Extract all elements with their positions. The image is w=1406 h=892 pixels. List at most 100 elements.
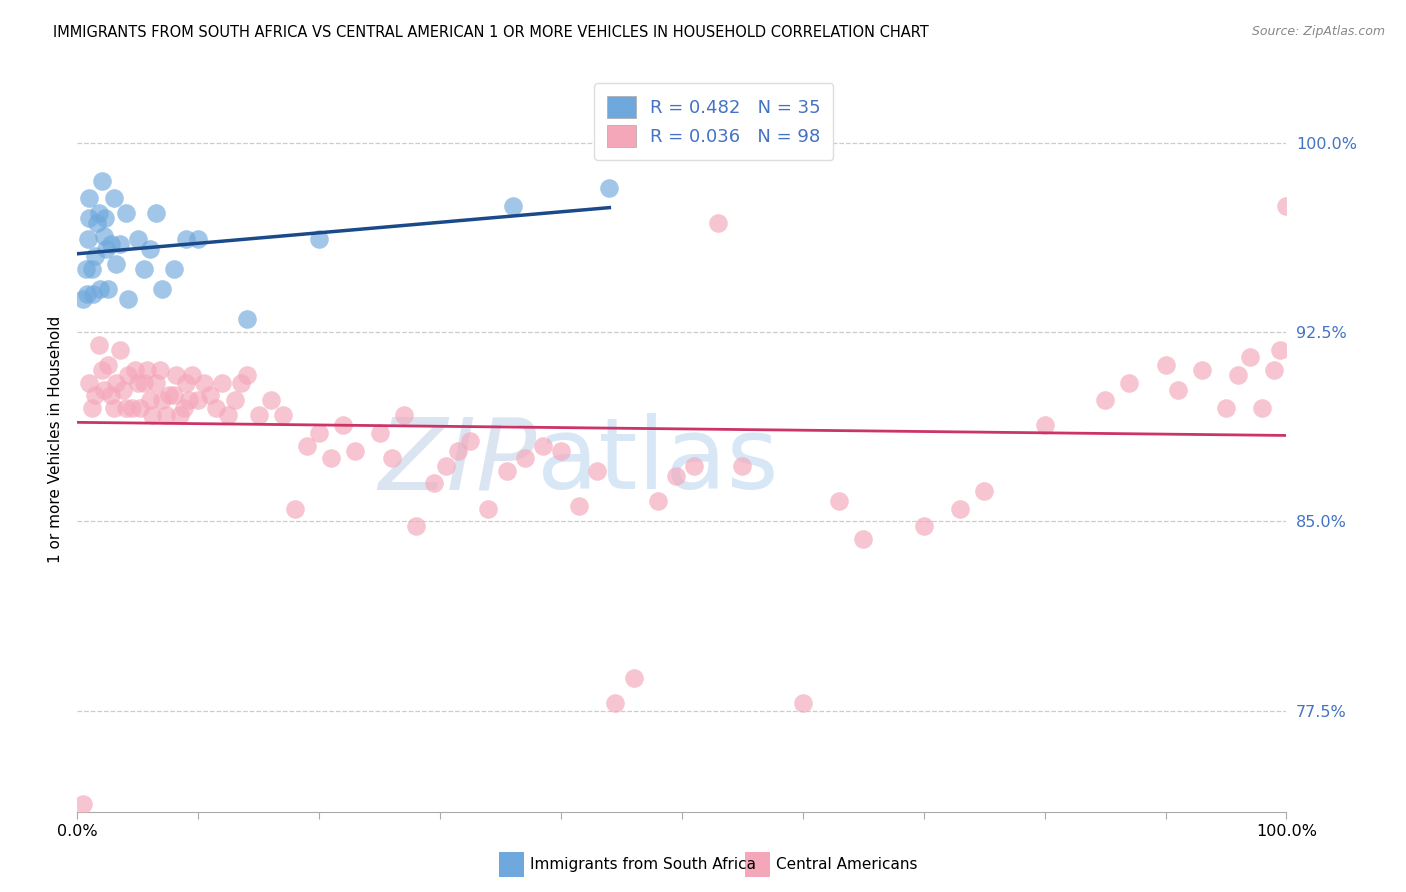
Point [218,409,240,423]
Point [308,425,330,440]
Point [405,519,427,533]
Point [623,671,645,685]
Point [1033,418,1056,433]
Point [155,409,177,423]
Text: IMMIGRANTS FROM SOUTH AFRICA VS CENTRAL AMERICAN 1 OR MORE VEHICLES IN HOUSEHOLD: IMMIGRANTS FROM SOUTH AFRICA VS CENTRAL … [53,25,929,40]
Point [434,458,457,473]
Point [80,401,103,415]
Point [84,249,107,263]
Point [174,376,197,390]
Point [150,393,173,408]
Point [828,494,851,508]
Point [260,393,283,408]
Point [87,337,110,351]
Point [166,368,188,382]
Point [458,434,481,448]
Point [148,363,170,377]
Point [86,216,108,230]
Point [132,376,155,390]
Point [127,231,149,245]
Point [647,494,669,508]
Point [1154,358,1177,372]
Point [1215,401,1237,415]
Point [90,173,112,187]
Point [295,439,318,453]
Point [605,696,627,710]
Point [949,501,972,516]
Text: ZIP: ZIP [378,413,537,510]
Point [187,231,209,245]
Point [139,393,162,408]
Point [423,476,446,491]
Point [731,458,754,473]
Point [136,363,159,377]
Text: atlas: atlas [537,413,779,510]
Point [513,451,536,466]
Point [79,211,101,226]
Point [174,231,197,245]
Point [271,409,294,423]
Point [84,388,107,402]
Point [117,292,139,306]
Point [96,242,118,256]
Point [80,261,103,276]
Point [1263,363,1285,377]
Point [912,519,935,533]
Legend: R = 0.482   N = 35, R = 0.036   N = 98: R = 0.482 N = 35, R = 0.036 N = 98 [595,83,834,160]
Point [112,383,135,397]
Point [145,206,167,220]
Point [1275,199,1298,213]
Point [132,261,155,276]
Point [94,211,117,226]
Point [72,292,94,306]
Point [586,464,609,478]
Point [77,231,100,245]
Point [1239,351,1261,365]
Point [96,358,118,372]
Point [105,376,128,390]
Point [145,376,167,390]
Point [224,393,246,408]
Point [200,388,222,402]
Point [108,343,131,357]
Point [108,236,131,251]
Point [568,500,591,514]
Point [235,312,257,326]
Text: Source: ZipAtlas.com: Source: ZipAtlas.com [1251,25,1385,38]
Point [368,425,391,440]
Point [247,409,270,423]
Point [79,191,101,205]
Point [105,257,128,271]
Point [502,199,524,213]
Point [181,368,204,382]
Point [127,376,149,390]
Point [332,418,354,433]
Point [308,231,330,245]
Point [229,376,252,390]
Point [447,443,470,458]
Point [1167,383,1189,397]
Point [129,401,152,415]
Point [72,797,94,812]
Point [103,191,125,205]
Point [683,458,706,473]
Point [598,181,620,195]
Point [284,501,307,516]
Point [177,393,200,408]
Point [235,368,257,382]
Point [139,242,162,256]
Point [852,532,875,546]
Point [550,443,572,458]
Point [103,401,125,415]
Point [1191,363,1213,377]
Point [163,261,186,276]
Point [1118,376,1140,390]
Point [96,282,118,296]
Point [124,363,146,377]
Point [1251,401,1274,415]
Point [114,206,136,220]
Point [477,501,499,516]
Point [114,401,136,415]
Y-axis label: 1 or more Vehicles in Household: 1 or more Vehicles in Household [48,316,63,563]
Point [205,401,228,415]
